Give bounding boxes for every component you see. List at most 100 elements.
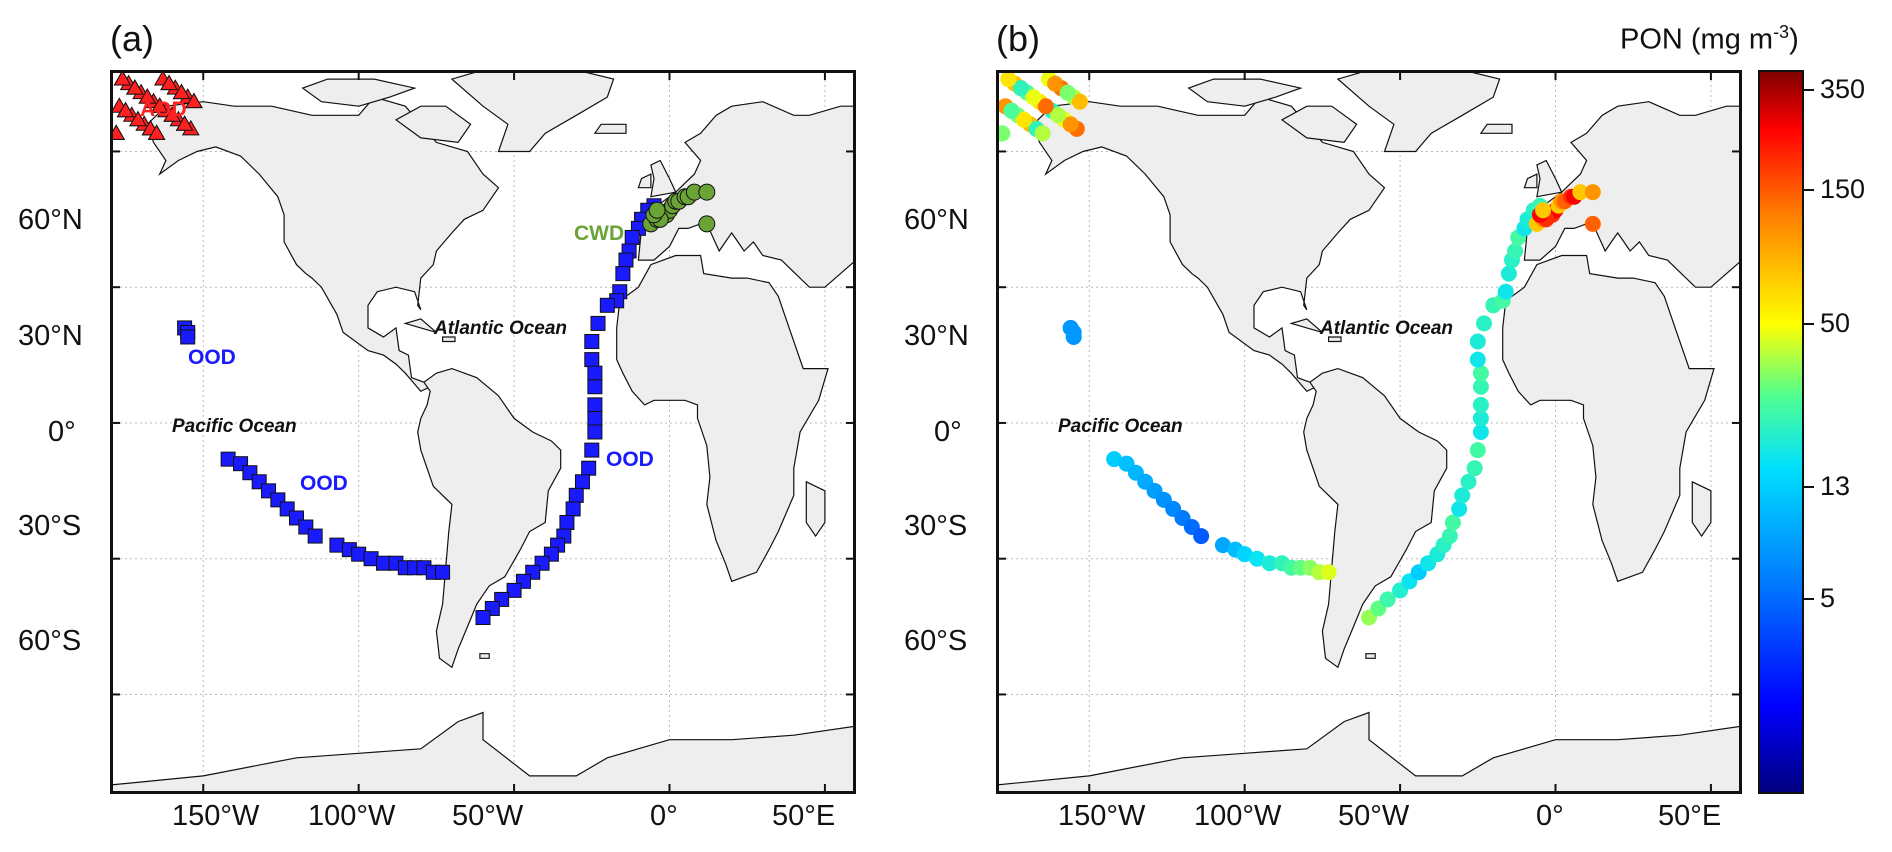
cwd-label: CWD: [574, 222, 625, 245]
pon-station-marker: [1472, 365, 1489, 382]
atlantic-ocean-label-a: Atlantic Ocean: [434, 318, 568, 339]
landmass: [805, 480, 826, 538]
lon-label-50w-a: 50°W: [452, 800, 524, 832]
pon-station-marker: [1476, 315, 1493, 332]
panel-a-label: (a): [110, 18, 154, 59]
pon-station-marker: [1000, 71, 1017, 88]
ood-station-marker: [220, 451, 236, 467]
landmass: [1479, 123, 1513, 134]
pon-station-marker: [1193, 528, 1210, 545]
aod-label: AOD: [140, 98, 187, 121]
lon-label-50e-b: 50°E: [1658, 800, 1722, 832]
pon-station-marker: [1507, 243, 1524, 259]
aod-station-marker: [147, 124, 166, 140]
lon-label-150w-a: 150°W: [172, 800, 260, 832]
pon-station-marker: [1261, 555, 1278, 572]
pon-station-marker: [1003, 102, 1020, 119]
landmass: [1691, 480, 1712, 538]
lat-label-30n-b: 30°N: [904, 320, 969, 352]
ood-station-marker: [624, 229, 640, 245]
pon-station-marker: [1320, 564, 1337, 581]
world-map-svg: [996, 70, 1742, 794]
landmass: [450, 70, 615, 153]
ood-station-marker: [618, 252, 634, 268]
landmass: [1289, 318, 1323, 333]
pon-station-marker: [1106, 451, 1123, 468]
ood-label-hawaii: OOD: [188, 346, 236, 369]
landmass: [1280, 105, 1358, 144]
pon-station-marker: [1015, 111, 1032, 128]
ood-station-marker: [590, 315, 606, 331]
colorbar: [1758, 70, 1804, 794]
landmass: [1523, 173, 1538, 189]
ood-station-marker: [506, 582, 522, 598]
landmass: [1536, 159, 1563, 198]
landmass: [417, 367, 562, 669]
lon-label-50w-b: 50°W: [1338, 800, 1410, 832]
landmass: [1336, 70, 1501, 153]
ood-station-marker: [435, 564, 451, 580]
pon-station-marker: [1460, 473, 1477, 490]
ood-station-marker: [307, 528, 323, 544]
ood-station-marker: [351, 546, 367, 562]
landmass: [650, 159, 677, 198]
pon-station-marker: [1249, 550, 1266, 567]
ood-station-marker: [581, 460, 597, 476]
landmass: [616, 254, 829, 583]
pon-station-marker: [1444, 514, 1461, 531]
lat-label-60n-b: 60°N: [904, 204, 969, 236]
aod-station-marker: [185, 92, 203, 109]
pon-station-marker: [1584, 215, 1601, 232]
landmass: [301, 78, 417, 107]
ood-station-marker: [565, 501, 581, 517]
pon-station-marker: [1535, 202, 1552, 219]
pon-station-marker: [1572, 184, 1589, 201]
pon-station-marker: [1466, 460, 1483, 477]
lon-label-150w-b: 150°W: [1058, 800, 1146, 832]
pacific-ocean-label-b: Pacific Ocean: [1058, 416, 1183, 437]
colorbar-tick-5: [1804, 598, 1814, 600]
pon-station-marker: [1071, 93, 1088, 110]
ood-station-marker: [574, 474, 590, 490]
colorbar-label-350: 350: [1820, 74, 1866, 104]
ood-station-marker: [584, 442, 600, 458]
pon-station-marker: [1441, 528, 1458, 545]
colorbar-tick-50: [1804, 323, 1814, 325]
aod-station-marker: [163, 106, 182, 122]
pon-station-marker: [1454, 487, 1471, 504]
pon-station-marker: [1065, 328, 1082, 345]
cwd-station-marker: [698, 215, 716, 233]
ood-station-marker: [568, 487, 584, 503]
landmass: [403, 318, 437, 333]
aod-station-marker: [116, 101, 135, 118]
pon-station-marker: [1472, 410, 1489, 427]
ood-station-marker: [615, 266, 631, 282]
lat-label-60s-b: 60°S: [904, 625, 968, 657]
lat-label-0-b: 0°: [934, 416, 962, 448]
pon-station-marker: [1472, 396, 1489, 413]
landmass: [996, 711, 1742, 794]
aod-station-marker: [150, 97, 169, 113]
pon-station-marker: [1062, 116, 1079, 133]
lat-label-0-a: 0°: [48, 416, 76, 448]
lon-label-100w-b: 100°W: [1194, 800, 1282, 832]
pon-station-marker: [1500, 265, 1517, 282]
aod-station-marker: [126, 79, 144, 95]
ood-label-atlantic: OOD: [606, 448, 654, 471]
colorbar-label-150: 150: [1820, 174, 1866, 204]
pon-station-marker: [1025, 89, 1042, 106]
lat-label-30s-a: 30°S: [18, 510, 82, 542]
pon-station-marker: [1469, 351, 1486, 368]
landmass: [1365, 653, 1376, 659]
map-panel-a: [110, 70, 856, 794]
pon-station-marker: [1012, 80, 1029, 97]
landmass: [1328, 336, 1342, 343]
atlantic-ocean-label-b: Atlantic Ocean: [1320, 318, 1454, 339]
lon-label-0-b: 0°: [1536, 800, 1564, 832]
colorbar-label-5: 5: [1820, 583, 1836, 613]
pon-station-marker: [1469, 442, 1486, 459]
ood-station-marker: [376, 555, 392, 571]
pon-station-marker: [1037, 98, 1054, 115]
pon-station-marker: [1451, 500, 1468, 517]
landmass: [1303, 367, 1448, 669]
